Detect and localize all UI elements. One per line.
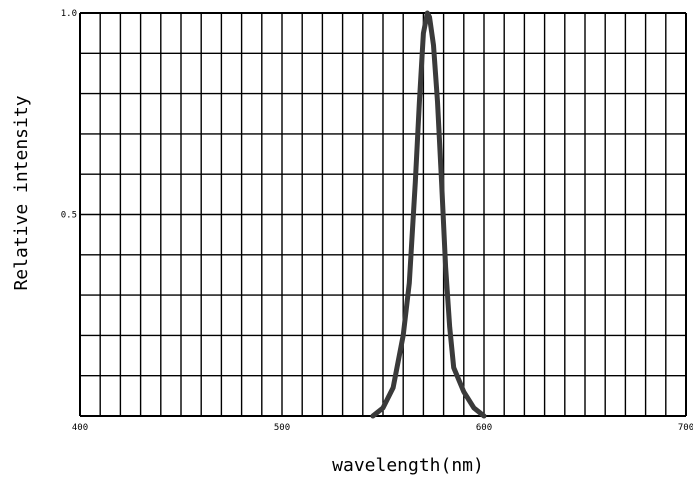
y-tick-label: 1.0 — [61, 9, 77, 19]
tick-labels: 400 500 600 700 0.5 1.0 — [61, 9, 693, 433]
x-tick-label: 700 — [678, 423, 693, 433]
x-tick-label: 600 — [476, 423, 492, 433]
series-layer — [370, 10, 487, 419]
x-axis-label: wavelength(nm) — [332, 455, 484, 476]
y-tick-label: 0.5 — [61, 211, 77, 221]
grid — [79, 12, 687, 417]
x-tick-label: 400 — [72, 423, 88, 433]
x-tick-label: 500 — [274, 423, 290, 433]
y-axis-label: Relative intensity — [11, 95, 32, 290]
series-line-0 — [370, 10, 487, 419]
